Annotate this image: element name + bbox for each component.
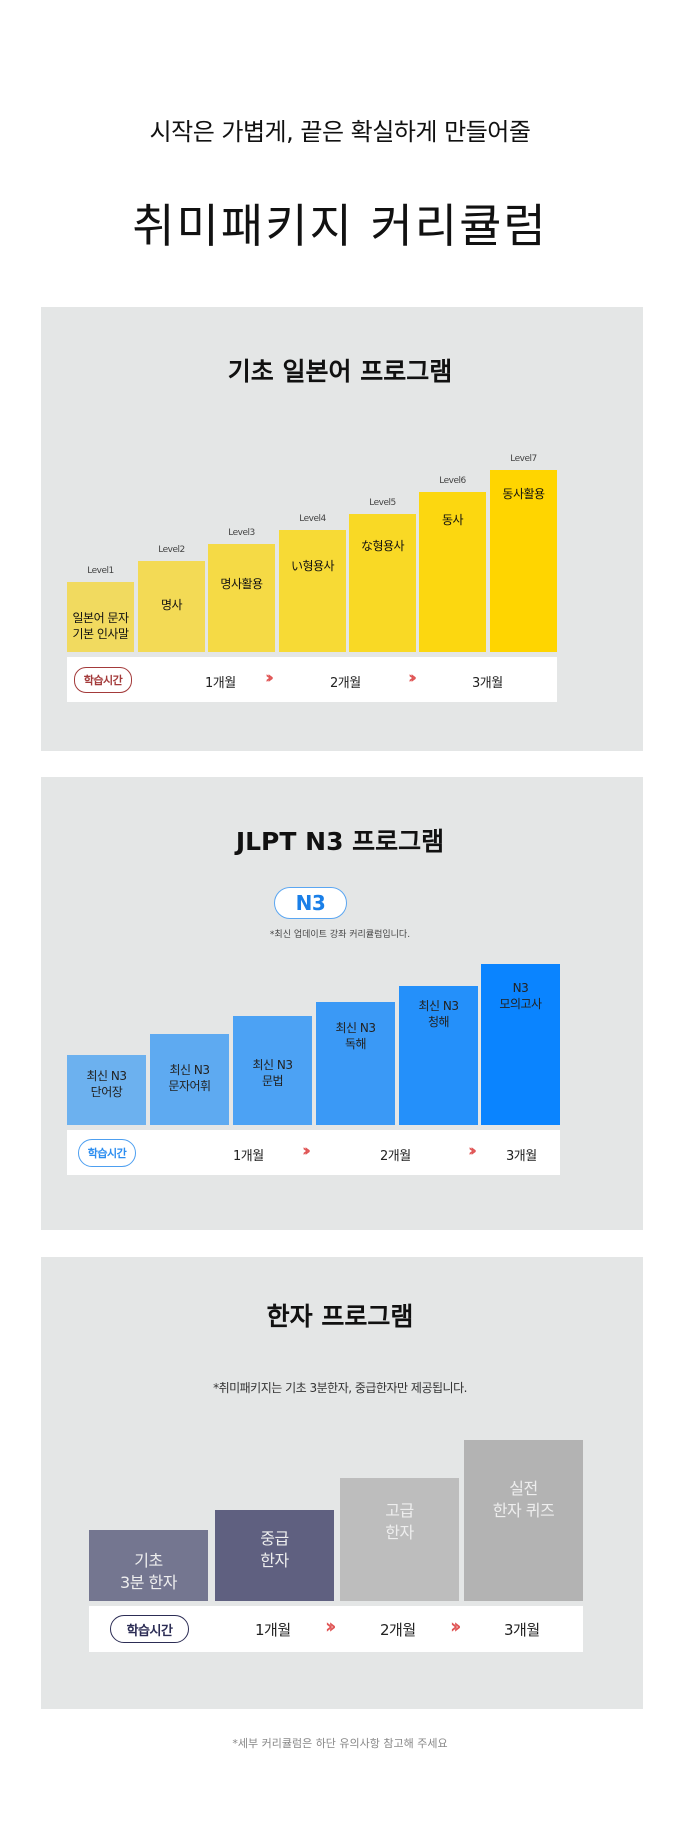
basic-program-title: 기초 일본어 프로그램 [227,357,453,386]
jlpt-note: *최신 업데이트 강좌 커리큘럼입니다. [269,930,411,940]
course-bar: 최신 N3 청해 [399,986,478,1125]
level-bar: 명사활용 [208,544,275,652]
level-label: Level7 [510,454,537,464]
level-bar: 명사 [138,561,205,652]
level-label: Level2 [158,545,185,555]
level-label: Level3 [228,528,255,538]
course-bar: 최신 N3 문법 [233,1016,312,1125]
month-3: 3개월 [504,1621,540,1639]
level-bar: な형용사 [349,514,416,652]
month-2: 2개월 [380,1149,411,1164]
kanji-note: *취미패키지는 기초 3분한자, 중급한자만 제공됩니다. [213,1381,467,1395]
double-chevron-right-icon: ›› [468,1141,477,1161]
level-bar: い형용사 [279,530,346,652]
double-chevron-right-icon: ›› [302,1141,311,1161]
study-time-badge: 학습시간 [110,1615,189,1643]
course-bar: 고급 한자 [340,1478,459,1601]
month-1: 1개월 [255,1621,291,1639]
kanji-program-title: 한자 프로그램 [266,1302,414,1331]
level-label: Level5 [369,498,396,508]
month-1: 1개월 [233,1149,264,1164]
level-bar: 일본어 문자 기본 인사말 [67,582,134,652]
month-2: 2개월 [330,676,361,691]
level-label: Level1 [87,566,114,576]
jlpt-program-title: JLPT N3 프로그램 [235,827,445,856]
month-3: 3개월 [472,676,503,691]
header-subtitle: 시작은 가볍게, 끝은 확실하게 만들어줄 [149,118,531,146]
footer-note: *세부 커리큘럼은 하단 유의사항 참고해 주세요 [232,1737,448,1750]
n3-badge: N3 [274,887,347,919]
double-chevron-right-icon: ›› [408,668,417,688]
course-bar: N3 모의고사 [481,964,560,1125]
study-time-badge: 학습시간 [78,1139,136,1167]
jlpt-timeline [67,1130,560,1175]
month-3: 3개월 [506,1149,537,1164]
level-bar: 동사 [419,492,486,652]
course-bar: 기초 3분 한자 [89,1530,208,1601]
page-title: 취미패키지 커리큘럼 [132,199,548,253]
course-bar: 중급 한자 [215,1510,334,1601]
course-bar: 최신 N3 단어장 [67,1055,146,1125]
course-bar: 최신 N3 독해 [316,1002,395,1125]
double-chevron-right-icon: ›› [325,1614,337,1638]
double-chevron-right-icon: ›› [265,668,274,688]
level-label: Level4 [299,514,326,524]
study-time-badge: 학습시간 [74,667,132,693]
month-1: 1개월 [205,676,236,691]
month-2: 2개월 [380,1621,416,1639]
double-chevron-right-icon: ›› [450,1614,462,1638]
level-bar: 동사활용 [490,470,557,652]
level-label: Level6 [439,476,466,486]
course-bar: 실전 한자 퀴즈 [464,1440,583,1601]
basic-timeline [67,657,557,702]
course-bar: 최신 N3 문자어휘 [150,1034,229,1125]
